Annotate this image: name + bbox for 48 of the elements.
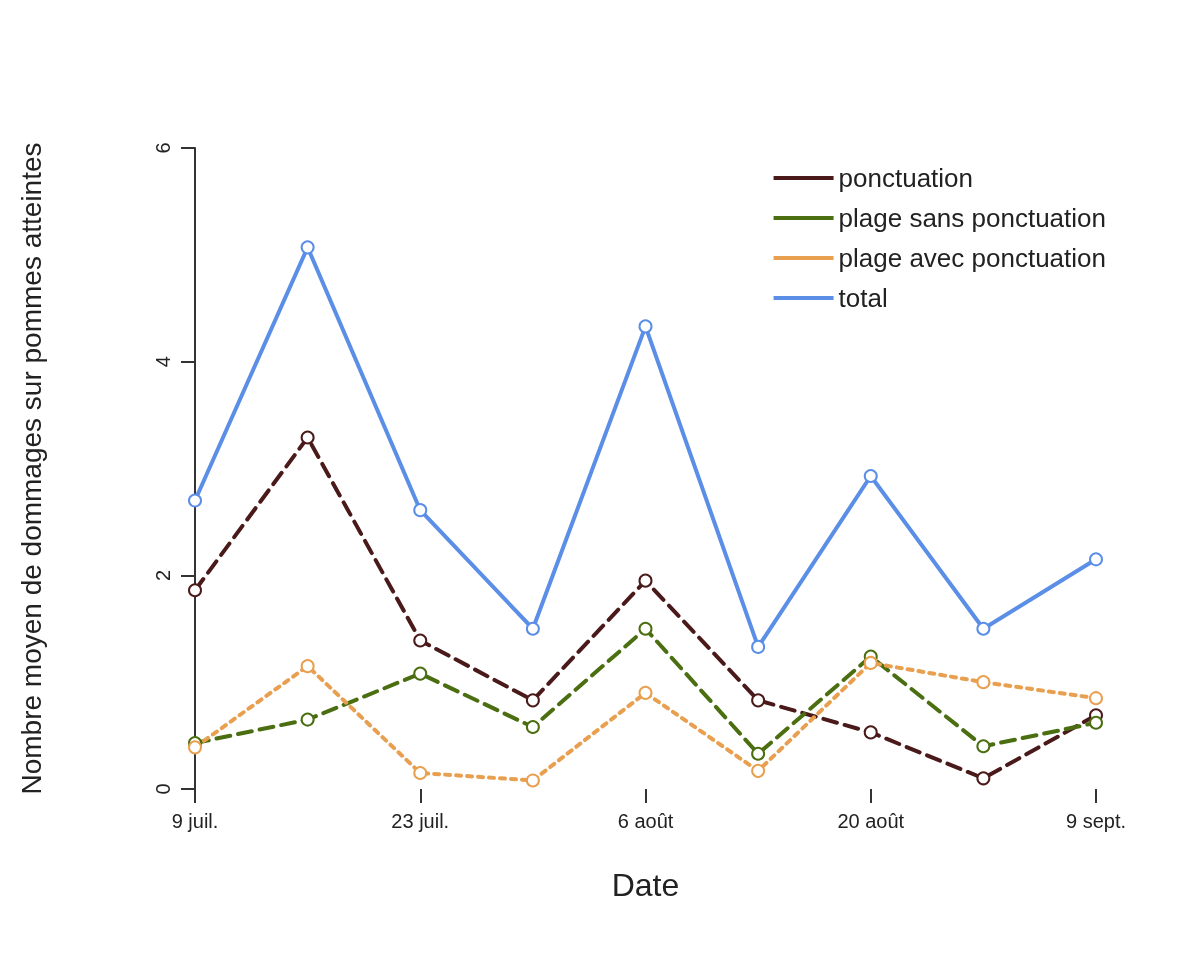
point: [751, 763, 766, 778]
point: [1089, 552, 1103, 567]
point: [525, 773, 540, 788]
point: [976, 739, 991, 754]
point: [188, 740, 202, 755]
point: [976, 771, 991, 786]
point: [751, 639, 766, 654]
point: [413, 666, 428, 681]
x-axis-title: Date: [611, 867, 680, 903]
point: [525, 621, 540, 636]
point: [413, 503, 428, 518]
point: [413, 633, 428, 648]
legend-label: total: [838, 283, 888, 313]
point: [188, 583, 202, 598]
point: [300, 712, 315, 727]
y-tick-label: 4: [152, 356, 174, 368]
legend-label: plage sans ponctuation: [838, 203, 1107, 233]
point: [863, 725, 878, 740]
point: [638, 319, 653, 334]
x-tick-label: 6 août: [617, 810, 674, 832]
x-tick-label: 9 juil.: [171, 810, 219, 832]
y-tick-label: 2: [152, 569, 174, 581]
point: [1089, 715, 1103, 730]
point: [188, 493, 202, 508]
x-tick-label: 23 juil.: [391, 810, 450, 832]
y-tick-label: 0: [152, 783, 174, 795]
point: [638, 621, 653, 636]
point: [300, 659, 315, 674]
point: [863, 655, 878, 670]
point: [638, 573, 653, 588]
point: [413, 765, 428, 780]
point: [525, 693, 540, 708]
x-tick-label: 20 août: [837, 810, 905, 832]
point: [525, 720, 540, 735]
y-axis-title: Nombre moyen de dommages sur pommes atteintes: [15, 142, 47, 795]
point: [976, 675, 991, 690]
legend-label: ponctuation: [838, 163, 974, 193]
point: [863, 468, 878, 483]
point: [751, 693, 766, 708]
point: [1089, 691, 1103, 706]
x-tick-label: 9 sept.: [1065, 810, 1127, 832]
point: [976, 621, 991, 636]
point: [300, 430, 315, 445]
y-tick-label: 6: [152, 142, 174, 154]
point: [751, 746, 766, 761]
legend-label: plage avec ponctuation: [838, 243, 1107, 273]
point: [300, 240, 315, 255]
point: [638, 685, 653, 700]
